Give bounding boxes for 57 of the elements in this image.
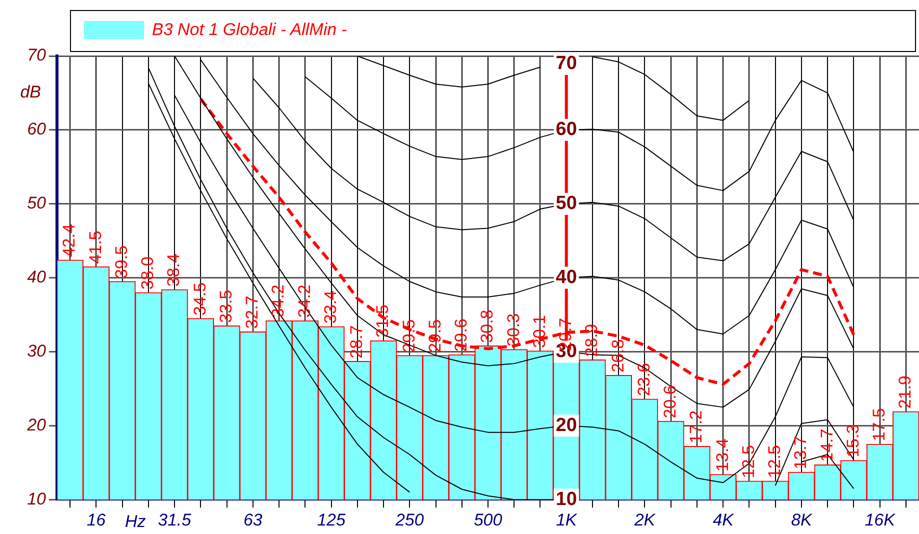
- data-label: 30.1: [530, 314, 549, 348]
- data-label: 12.5: [738, 445, 758, 478]
- data-label: 38.4: [164, 254, 184, 287]
- y-tick-label: 20: [26, 415, 47, 434]
- data-label: 33.4: [320, 290, 340, 324]
- series-label: 20: [556, 414, 577, 436]
- y-tick-label: 70: [27, 46, 47, 65]
- data-label: 29.5: [399, 319, 418, 352]
- series-label: 50: [556, 193, 577, 214]
- data-label: 34.2: [268, 284, 288, 318]
- data-label: 39.5: [112, 245, 131, 278]
- y-tick-label: 10: [27, 489, 47, 508]
- data-label: 13.4: [712, 438, 732, 472]
- x-tick-label: 16: [86, 510, 106, 530]
- x-tick-label: 1K: [556, 510, 578, 530]
- data-label: 32.7: [242, 296, 262, 329]
- x-tick-label: 250: [394, 510, 424, 530]
- series-label: 60: [556, 119, 577, 140]
- x-tick-label: 500: [474, 510, 503, 530]
- data-label: 38.0: [138, 256, 158, 290]
- series-label: 70: [556, 53, 577, 74]
- data-label: 17.2: [686, 410, 706, 444]
- legend-label: B3 Not 1 Globali - AllMin -: [152, 20, 347, 40]
- data-label: 21.9: [896, 376, 915, 409]
- y-tick-label: 60: [27, 120, 47, 139]
- data-label: 34.2: [294, 284, 314, 318]
- data-label: 20.6: [660, 385, 680, 418]
- x-tick-label: 16K: [864, 510, 896, 530]
- data-label: 26.8: [608, 339, 628, 372]
- data-label: 30.3: [504, 313, 523, 347]
- y-tick-label: 50: [27, 194, 47, 213]
- data-label: 42.4: [60, 224, 79, 258]
- data-label: 30.8: [478, 310, 497, 343]
- x-tick-label: 4K: [712, 510, 734, 530]
- series-label: 10: [556, 488, 577, 510]
- data-label: 12.5: [765, 445, 784, 478]
- y-axis-title: dB: [20, 82, 41, 102]
- data-label: 14.7: [817, 428, 836, 462]
- data-label: 33.5: [216, 290, 236, 323]
- data-label: 17.5: [870, 408, 889, 442]
- x-tick-label: 125: [317, 510, 346, 530]
- x-tick-label: 8K: [791, 510, 813, 530]
- data-label: 34.5: [190, 282, 210, 316]
- data-label: 13.7: [791, 436, 810, 470]
- data-label: 41.5: [86, 230, 105, 264]
- y-tick-label: 30: [27, 341, 47, 360]
- data-label: 23.6: [634, 362, 654, 396]
- data-label: 31.5: [373, 304, 392, 338]
- x-axis-title: Hz: [124, 512, 146, 531]
- data-label: 15.3: [843, 424, 862, 458]
- x-tick-label: 2K: [633, 510, 656, 530]
- x-tick-label: 31.5: [158, 510, 192, 530]
- data-label: 28.7: [347, 325, 366, 358]
- x-tick-label: 63: [243, 510, 263, 530]
- series-label: 40: [556, 267, 577, 288]
- data-label: 29.5: [425, 319, 444, 352]
- y-tick-label: 40: [27, 268, 47, 287]
